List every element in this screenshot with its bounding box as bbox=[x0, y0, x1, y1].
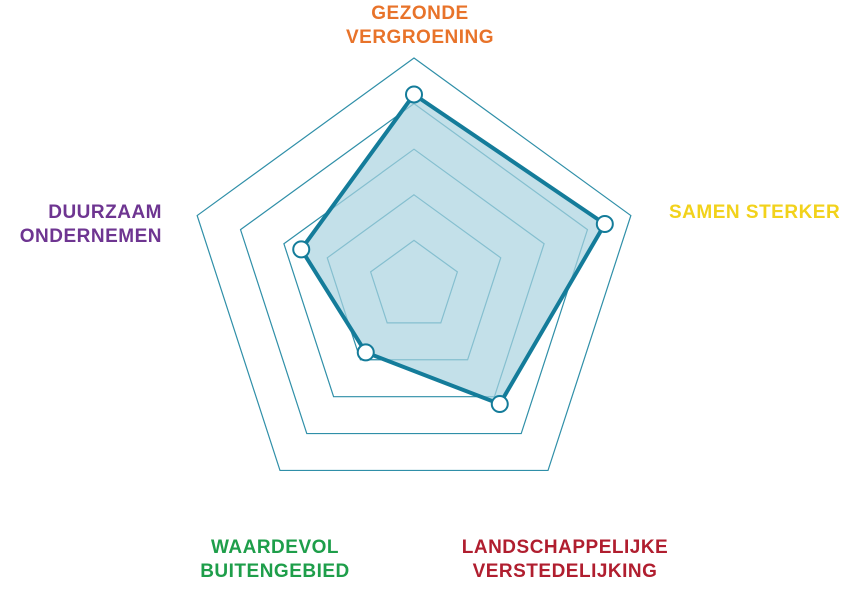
data-area bbox=[299, 92, 607, 407]
data-markers bbox=[292, 85, 614, 414]
grid-ring bbox=[196, 57, 632, 472]
data-point bbox=[405, 85, 423, 104]
series-area bbox=[299, 92, 607, 407]
data-point bbox=[292, 240, 311, 259]
axis-label-samen-sterker: SAMEN STERKER bbox=[669, 201, 840, 225]
axis-label-line: DUURZAAM bbox=[48, 202, 162, 223]
data-point bbox=[490, 395, 509, 414]
axis-label-line: ONDERNEMEN bbox=[19, 226, 162, 247]
axis-label-line: SAMEN STERKER bbox=[669, 202, 841, 223]
axis-label-line: VERGROENING bbox=[345, 27, 495, 48]
axis-label-waardevol-buitengebied: WAARDEVOL BUITENGEBIED bbox=[160, 536, 390, 584]
axis-label-line: VERSTEDELIJKING bbox=[472, 561, 658, 582]
axis-label-line: BUITENGEBIED bbox=[200, 561, 350, 582]
data-point bbox=[595, 214, 614, 233]
axis-label-duurzaam-ondernemen: DUURZAAM ONDERNEMEN bbox=[0, 201, 162, 249]
axis-label-line: LANDSCHAPPELIJKE bbox=[461, 537, 669, 558]
axis-label-gezonde-vergroening: GEZONDE VERGROENING bbox=[320, 2, 520, 50]
axis-label-line: WAARDEVOL bbox=[211, 537, 339, 558]
data-point bbox=[356, 343, 375, 362]
axis-label-line: GEZONDE bbox=[371, 3, 469, 24]
axis-label-landschappelijke-verstedelijking: LANDSCHAPPELIJKE VERSTEDELIJKING bbox=[430, 536, 700, 584]
